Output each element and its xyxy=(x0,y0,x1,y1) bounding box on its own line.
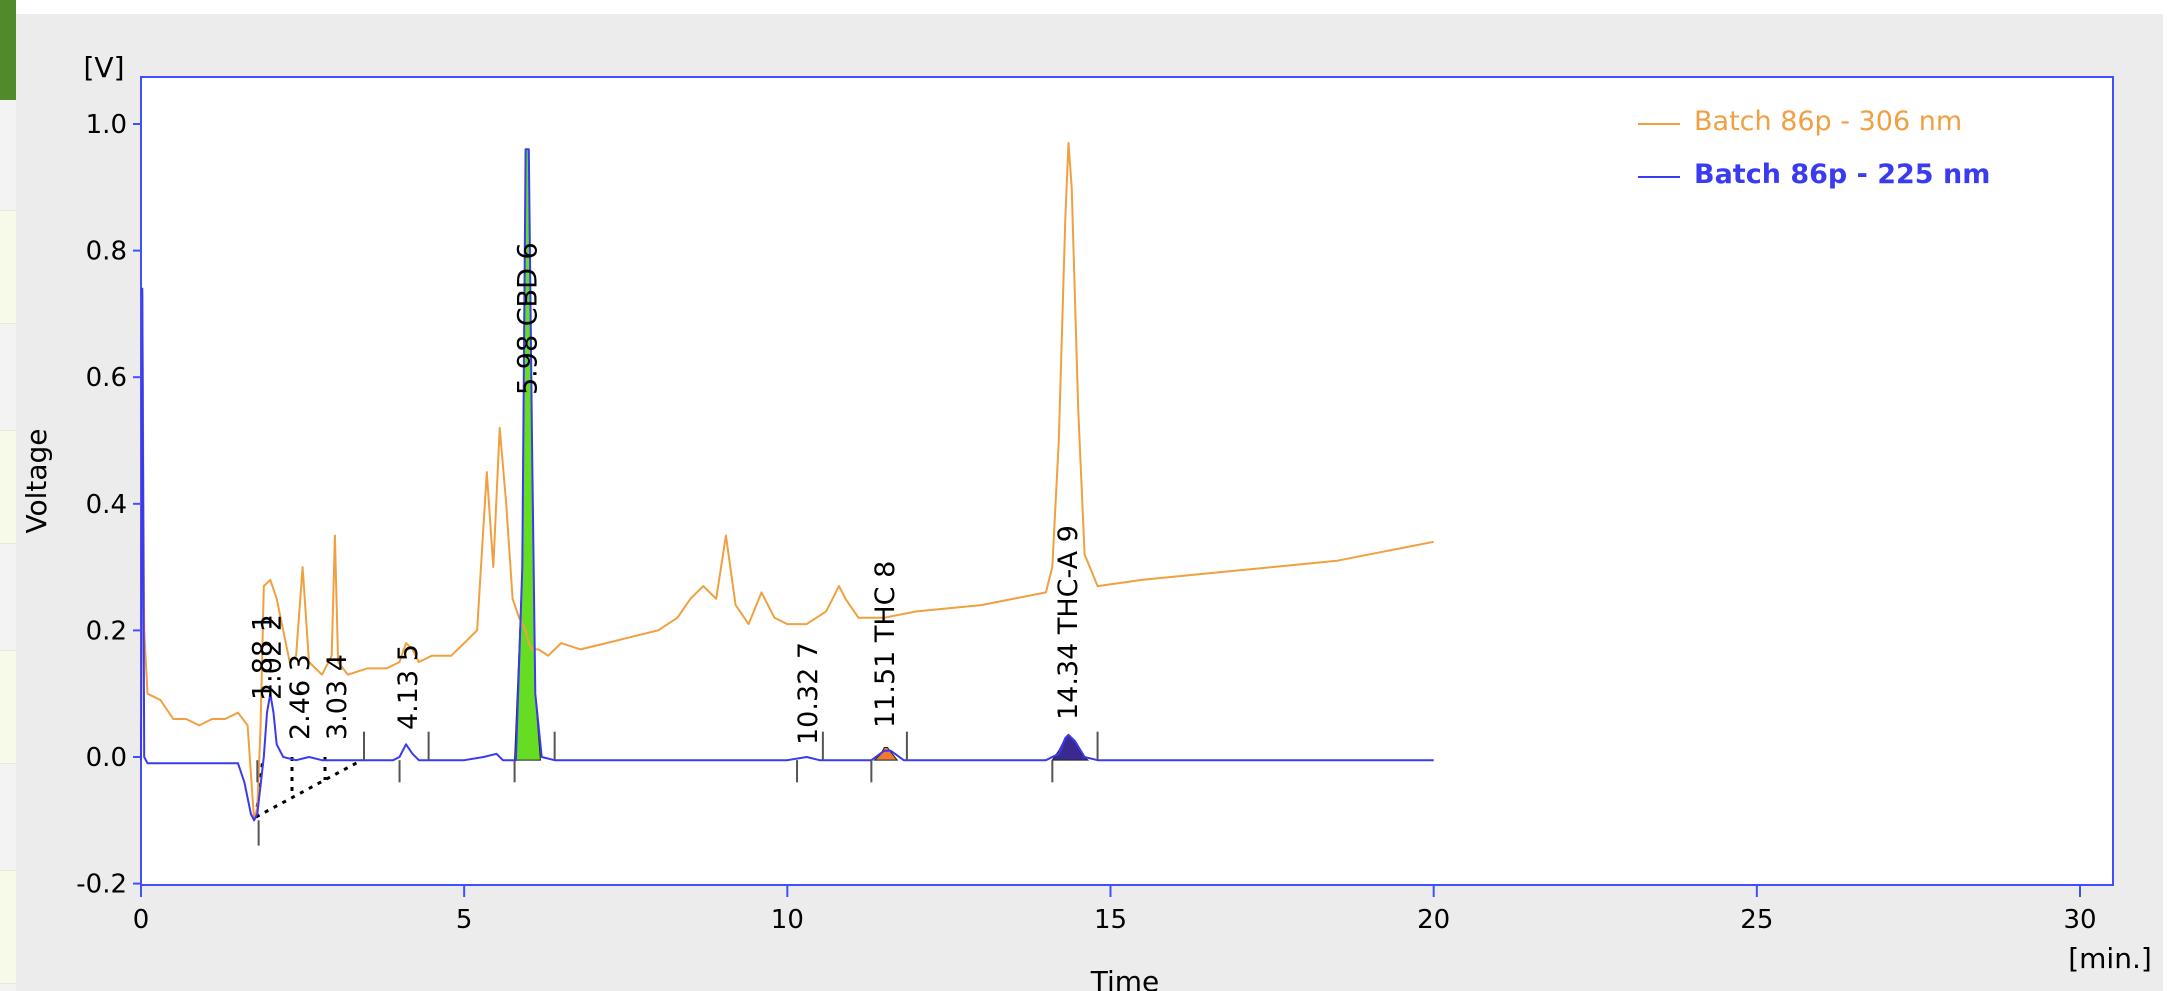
series-line-2 xyxy=(140,148,1434,822)
x-tick-label: 30 xyxy=(2063,905,2096,935)
y-tick-label: 0.0 xyxy=(86,743,127,773)
peak-label: 5.98 CBD 6 xyxy=(513,242,544,395)
sidebar-tab[interactable] xyxy=(0,210,16,324)
baseline-segment xyxy=(255,758,363,819)
y-tick-label: 1.0 xyxy=(86,110,127,140)
peak-markers xyxy=(256,731,1099,846)
y-tick-label: -0.2 xyxy=(76,870,127,900)
y-tick-label: 0.8 xyxy=(86,237,127,267)
x-tick-label: 5 xyxy=(456,905,473,935)
y-unit-label: [V] xyxy=(83,51,124,84)
left-sidebar-strip xyxy=(0,0,16,991)
x-tick-label: 0 xyxy=(133,905,150,935)
sidebar-tab[interactable] xyxy=(0,650,16,764)
peak-label: 10.32 7 xyxy=(793,642,824,745)
legend-label: Batch 86p - 225 nm xyxy=(1694,159,1990,190)
legend: Batch 86p - 306 nm Batch 86p - 225 nm xyxy=(1638,106,1990,190)
peak-label: 11.51 THC 8 xyxy=(870,561,901,728)
peak-label: 1.88 1 xyxy=(248,614,279,700)
peak-label: 3.03 4 xyxy=(322,654,353,740)
sidebar-tab[interactable] xyxy=(0,430,16,544)
y-tick-label: 0.2 xyxy=(86,616,127,646)
y-axis-title: Voltage xyxy=(20,428,53,533)
series-layer xyxy=(140,142,1434,822)
plot-area xyxy=(140,76,2114,886)
sidebar-green-tab[interactable] xyxy=(0,0,16,100)
peak-label: 2.02 2 xyxy=(257,614,288,700)
sidebar-tab[interactable] xyxy=(0,870,16,984)
peak-label: 14.34 THC-A 9 xyxy=(1053,525,1084,720)
peak-label: 2.46 3 xyxy=(285,654,316,740)
x-tick-label: 15 xyxy=(1094,905,1127,935)
legend-label: Batch 86p - 306 nm xyxy=(1694,106,1962,137)
peak-label: 4.13 5 xyxy=(393,644,424,730)
x-unit-label: [min.] xyxy=(2068,942,2152,975)
series-line-1 xyxy=(140,142,1434,822)
peak-labels: 1.88 12.02 22.46 3 3.03 4 4.13 5 5.98 CBD 6… xyxy=(248,242,1084,745)
x-tick-label: 20 xyxy=(1417,905,1450,935)
x-axis: 0 5 10 15 20 25 30 xyxy=(133,885,2097,935)
x-axis-title: Time xyxy=(1090,965,1160,991)
x-tick-label: 10 xyxy=(771,905,804,935)
y-tick-label: 0.6 xyxy=(86,363,127,393)
y-axis: -0.2 0.0 0.2 0.4 0.6 0.8 1.0 xyxy=(76,110,141,900)
y-tick-label: 0.4 xyxy=(86,490,127,520)
x-tick-label: 25 xyxy=(1740,905,1773,935)
